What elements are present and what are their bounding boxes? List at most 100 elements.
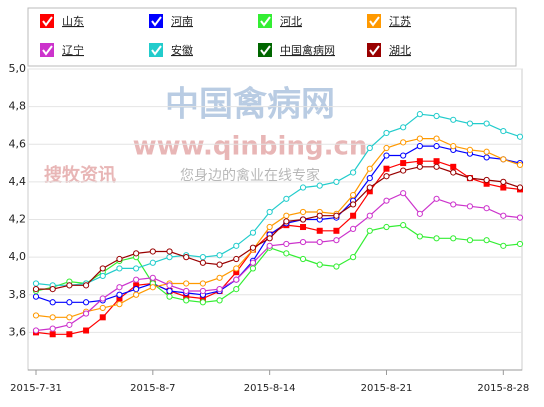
point: [166, 282, 173, 289]
point: [383, 223, 390, 231]
legend-check[interactable]: [151, 45, 162, 56]
legend-checkbox[interactable]: [149, 43, 163, 57]
legend-check[interactable]: [42, 45, 53, 56]
legend-check[interactable]: [42, 16, 53, 27]
point: [350, 201, 357, 208]
legend-checkbox[interactable]: [149, 14, 163, 28]
point: [233, 242, 240, 249]
series-line: [35, 224, 521, 303]
legend-checkbox[interactable]: [258, 14, 272, 28]
legend-check[interactable]: [369, 45, 380, 56]
legend-item[interactable]: 江苏: [367, 14, 411, 28]
point: [133, 291, 140, 298]
legend-label[interactable]: 河南: [171, 15, 193, 28]
point: [383, 173, 390, 180]
point: [66, 282, 73, 289]
x-tick-label: 2015-8-14: [244, 383, 296, 394]
point: [233, 286, 240, 293]
point: [516, 161, 524, 169]
y-tick-label: 4,2: [9, 213, 27, 226]
y-tick-label: 4,0: [9, 250, 27, 263]
legend-label[interactable]: 山东: [62, 15, 84, 28]
point: [383, 144, 390, 152]
y-tick-label: 3,8: [9, 288, 27, 301]
point: [49, 331, 56, 338]
point: [450, 201, 457, 208]
point: [433, 135, 440, 142]
legend-check[interactable]: [260, 16, 271, 27]
point: [283, 250, 290, 257]
legend-item[interactable]: 中国禽病网: [258, 43, 335, 57]
point: [183, 293, 190, 300]
legend-item[interactable]: 安徽: [149, 43, 193, 57]
point: [500, 212, 507, 219]
point: [316, 238, 323, 246]
point: [366, 188, 373, 195]
legend-item[interactable]: 山东: [40, 14, 84, 28]
point: [133, 276, 140, 283]
point: [149, 284, 156, 291]
legend-label[interactable]: 湖北: [389, 44, 411, 57]
point: [500, 178, 507, 185]
point: [366, 175, 373, 182]
point: [166, 254, 173, 261]
point: [500, 184, 507, 191]
legend-check[interactable]: [369, 16, 380, 27]
point: [316, 261, 323, 268]
point: [149, 259, 156, 266]
point: [82, 310, 90, 317]
point: [166, 293, 173, 300]
point: [283, 212, 290, 219]
legend-item[interactable]: 湖北: [367, 43, 411, 57]
point: [299, 216, 307, 223]
legend-item[interactable]: 辽宁: [40, 43, 84, 57]
point: [199, 287, 206, 295]
legend-checkbox[interactable]: [367, 14, 381, 28]
point: [99, 314, 106, 321]
legend-label[interactable]: 江苏: [389, 15, 411, 28]
point: [49, 314, 56, 321]
point: [500, 242, 507, 249]
point: [99, 295, 106, 302]
point: [483, 148, 490, 155]
point: [400, 160, 407, 167]
point: [450, 169, 457, 176]
point: [433, 195, 440, 202]
point: [450, 116, 457, 123]
point: [450, 143, 457, 150]
legend-checkbox[interactable]: [258, 43, 272, 57]
legend-checkbox[interactable]: [40, 14, 54, 28]
point: [333, 237, 340, 244]
point: [49, 286, 56, 293]
point: [49, 299, 56, 306]
point: [350, 212, 357, 219]
point: [166, 248, 173, 255]
point: [366, 165, 373, 172]
point: [400, 167, 407, 174]
point: [483, 120, 490, 127]
point: [366, 184, 373, 191]
legend-item[interactable]: 河北: [258, 14, 302, 28]
legend-label[interactable]: 中国禽病网: [280, 43, 335, 57]
legend-label[interactable]: 安徽: [171, 43, 193, 57]
legend-label[interactable]: 辽宁: [62, 43, 84, 57]
point: [99, 304, 106, 312]
legend-checkbox[interactable]: [367, 43, 381, 57]
point: [116, 284, 123, 291]
point: [350, 225, 357, 233]
point: [32, 312, 40, 319]
legend-checkbox[interactable]: [40, 43, 54, 57]
point: [183, 297, 190, 304]
legend-check[interactable]: [260, 45, 271, 56]
x-tick-label: 2015-7-31: [10, 383, 62, 394]
point: [466, 203, 474, 210]
legend-label[interactable]: 河北: [280, 15, 302, 28]
legend-item[interactable]: 河南: [149, 14, 193, 28]
point: [249, 259, 257, 266]
legend-check[interactable]: [151, 16, 162, 27]
y-tick-label: 4,4: [9, 175, 27, 188]
point: [199, 299, 206, 306]
point: [383, 197, 390, 204]
